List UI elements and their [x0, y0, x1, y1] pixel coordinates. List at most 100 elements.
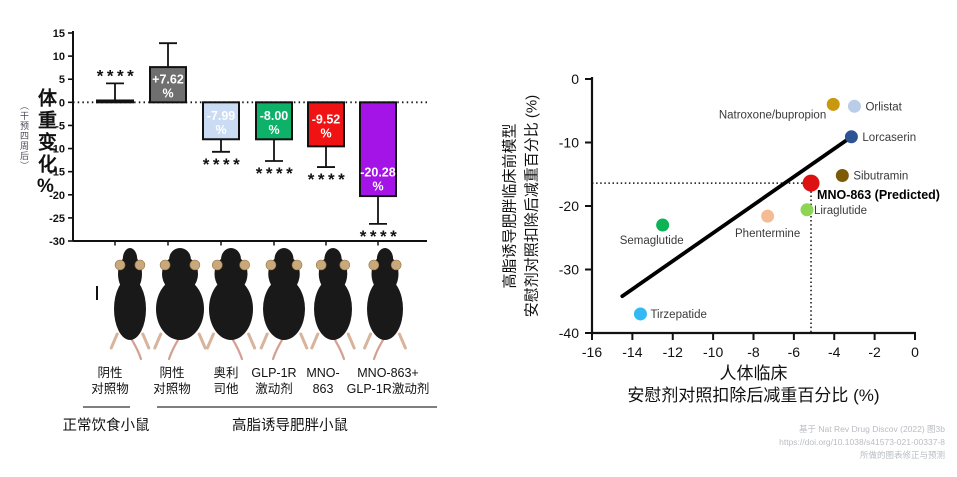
mouse-foot: [141, 332, 151, 350]
mouse-photo-4: [259, 248, 309, 361]
mouse-ear: [114, 259, 126, 271]
bar-category-label-line2: 863: [313, 382, 334, 396]
scatter-point-semaglutide: [656, 218, 670, 232]
mouse-photo-5: [310, 248, 356, 361]
mouse-foot: [363, 332, 373, 350]
y-tick-label: 0: [571, 71, 579, 87]
mouse-tail: [372, 338, 385, 361]
point-label-lorcaserin: Lorcaserin: [862, 132, 916, 144]
mouse-ear: [390, 259, 402, 271]
scatter-point-liraglutide: [800, 203, 814, 217]
scatter-point-orlistat: [847, 99, 861, 113]
x-tick-label: -16: [582, 344, 602, 360]
significance-stars: ****: [360, 227, 400, 246]
significance-stars: ****: [256, 164, 296, 183]
mouse-head: [274, 248, 294, 270]
mouse-body: [209, 278, 253, 340]
mouse-ear: [212, 259, 223, 271]
significance-stars: ****: [308, 170, 348, 189]
mouse-head: [221, 248, 241, 270]
mouse-body: [156, 278, 204, 340]
bar-category-label-line1: 奥利: [213, 366, 238, 380]
bar-category-label-line2: 对照物: [153, 382, 191, 396]
x-tick-label: -12: [663, 344, 683, 360]
bar-category-label-line1: 阴性: [159, 366, 184, 380]
y-tick-label: -25: [49, 213, 65, 225]
bar-category-label-line2: 对照物: [91, 382, 129, 396]
bar-group-5: [307, 101, 345, 168]
left-y-axis-subtitle: （干预四周后）: [19, 101, 29, 171]
y-tick-label: -40: [559, 325, 579, 341]
bar-value-unit: %: [215, 123, 226, 137]
bar: [96, 99, 134, 104]
bar: [149, 66, 187, 104]
y-tick-label: -30: [559, 262, 579, 278]
bar-group-6: [359, 101, 397, 225]
scatter-point-lorcaserin: [844, 130, 858, 144]
mouse-head: [169, 248, 191, 270]
point-label-orlistat: Orlistat: [865, 101, 902, 113]
bar: [202, 101, 240, 141]
mouse-tail: [333, 338, 346, 361]
mouse-foot: [259, 332, 269, 350]
mouse-ear: [368, 259, 380, 271]
mouse-ear: [159, 259, 171, 271]
bar-group-3: [202, 101, 240, 153]
bar-value-unit: %: [372, 179, 383, 193]
y-tick-label: -5: [55, 120, 65, 132]
y-tick-label: -15: [49, 167, 65, 179]
point-label-tirzepatide: Tirzepatide: [650, 309, 706, 321]
mouse-ear: [291, 259, 303, 271]
mouse-body: [314, 278, 352, 340]
mouse-body: [367, 278, 403, 340]
scatter-point-sibutramin: [835, 169, 849, 183]
bar-category-label-line1: MNO-: [306, 366, 339, 380]
mouse-ear: [265, 259, 277, 271]
scatter-point-natroxone-bupropion: [826, 97, 840, 111]
group-label-high-fat-diet: 高脂诱导肥胖小鼠: [232, 417, 348, 434]
mouse-photo-6: [363, 248, 407, 361]
mouse-foot: [153, 332, 163, 350]
x-tick-label: -14: [622, 344, 642, 360]
scatter-point-mno-863-predicted: [802, 174, 820, 192]
right-x-axis-title-line2: 安慰剂对照扣除后减重百分比 (%): [627, 386, 880, 406]
mouse-foot: [205, 332, 215, 350]
bar-value-unit: %: [320, 126, 331, 140]
y-tick-label: 5: [59, 74, 65, 86]
mouse-tail: [167, 338, 180, 361]
point-label-phentermine: Phentermine: [735, 228, 800, 240]
y-tick-label: 10: [53, 51, 65, 63]
point-label-semaglutide: Semaglutide: [620, 235, 684, 247]
bar-value-label: +7.62: [152, 73, 184, 87]
mouse-foot: [109, 332, 119, 350]
x-tick-label: -8: [747, 344, 760, 360]
mouse-ear: [134, 259, 146, 271]
mouse-photo-1: [109, 248, 151, 361]
bar-category-label-line2: 激动剂: [255, 381, 293, 396]
mouse-tail: [271, 338, 284, 361]
mouse-body: [114, 278, 146, 340]
bar-value-label: -8.00: [260, 109, 289, 123]
trendline: [620, 134, 854, 299]
right-y-axis-title-line1: 高脂诱导肥胖临床前模型: [501, 123, 519, 289]
mouse-body: [263, 278, 305, 340]
bar-category-label-line1: 阴性: [97, 366, 122, 380]
right-x-axis-title-line1: 人体临床: [719, 364, 788, 383]
point-label-sibutramin: Sibutramin: [853, 171, 908, 183]
mouse-photo-2: [153, 248, 207, 361]
x-tick-label: -2: [868, 344, 881, 360]
scatter-point-phentermine: [761, 209, 775, 223]
mouse-tail: [130, 338, 143, 361]
mouse-ear: [239, 259, 250, 271]
source-footnote-line1: 基于 Nat Rev Drug Discov (2022) 图3b: [799, 424, 945, 434]
bar-group-2: [149, 42, 187, 104]
source-footnote-line2: https://doi.org/10.1038/s41573-021-00337…: [779, 436, 945, 447]
mouse-foot: [299, 332, 309, 350]
bar-category-label-line1: MNO-863+: [357, 366, 418, 380]
source-footnote: 基于 Nat Rev Drug Discov (2022) 图3b https:…: [779, 423, 945, 461]
y-tick-label: -20: [49, 190, 65, 202]
mouse-foot: [397, 332, 407, 350]
y-tick-label: 0: [59, 97, 65, 109]
